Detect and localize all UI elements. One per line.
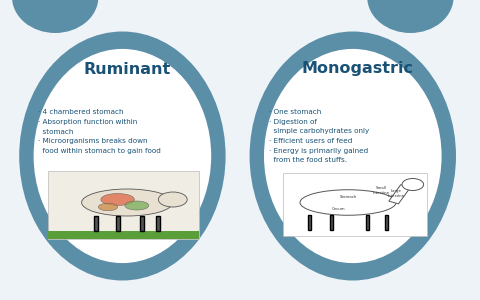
FancyArrow shape <box>389 184 410 204</box>
Text: Monogastric: Monogastric <box>301 61 414 76</box>
Ellipse shape <box>12 0 98 33</box>
FancyBboxPatch shape <box>48 231 199 238</box>
FancyBboxPatch shape <box>48 171 199 238</box>
Ellipse shape <box>367 0 454 33</box>
Text: · 4 chambered stomach
· Absorption function within
  stomach
· Microorganisms br: · 4 chambered stomach · Absorption funct… <box>38 110 161 154</box>
Ellipse shape <box>101 194 134 206</box>
Ellipse shape <box>300 190 396 215</box>
Text: Large
Intestine: Large Intestine <box>387 189 405 198</box>
FancyArrow shape <box>366 215 369 230</box>
FancyBboxPatch shape <box>283 172 427 236</box>
Ellipse shape <box>264 49 442 263</box>
Text: Ruminant: Ruminant <box>84 61 171 76</box>
Ellipse shape <box>158 192 187 207</box>
Text: Stomach: Stomach <box>339 194 357 199</box>
FancyArrow shape <box>329 215 333 230</box>
Text: Small
Intestine: Small Intestine <box>373 186 390 195</box>
FancyArrow shape <box>116 216 120 231</box>
Ellipse shape <box>402 178 424 190</box>
Ellipse shape <box>250 32 456 280</box>
Ellipse shape <box>19 32 226 280</box>
Ellipse shape <box>34 49 211 263</box>
FancyArrow shape <box>140 216 144 231</box>
Ellipse shape <box>82 189 173 216</box>
Text: · One stomach
· Digestion of
  simple carbohydrates only
· Efficient users of fe: · One stomach · Digestion of simple carb… <box>269 110 369 163</box>
Text: Cecum: Cecum <box>332 206 345 211</box>
Ellipse shape <box>125 201 149 210</box>
Ellipse shape <box>98 203 118 211</box>
FancyArrow shape <box>94 216 98 231</box>
FancyArrow shape <box>156 216 160 231</box>
FancyArrow shape <box>384 215 388 230</box>
FancyArrow shape <box>308 215 311 230</box>
